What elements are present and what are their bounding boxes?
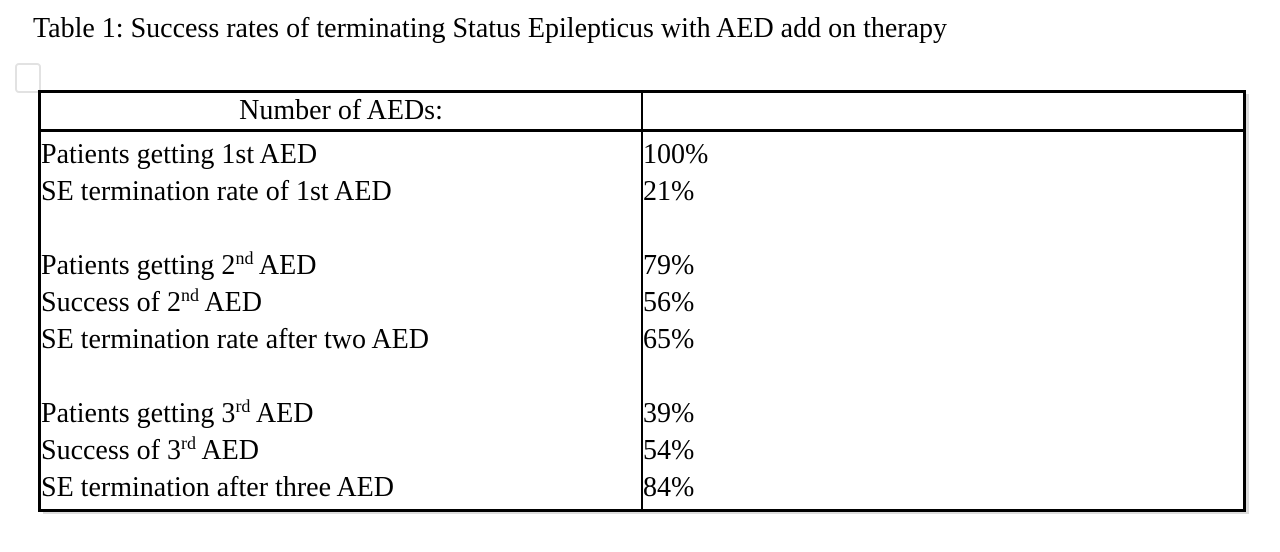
row-value: 65%: [643, 324, 695, 355]
object-anchor-marker: [15, 63, 41, 93]
header-cell-number-of-aeds: Number of AEDs:: [38, 90, 643, 132]
labels-column: Patients getting 1st AED SE termination …: [38, 129, 643, 512]
values-column: 100% 21% 79% 56% 65% 39% 54% 84%: [641, 129, 1246, 512]
table-header-row: Number of AEDs:: [38, 90, 1246, 132]
header-cell-empty: [641, 90, 1246, 132]
row-value: 79%: [643, 250, 695, 281]
table-body-row: Patients getting 1st AED SE termination …: [38, 129, 1246, 512]
row-value: 84%: [643, 472, 695, 503]
row-label: SE termination rate after two AED: [41, 321, 641, 358]
label-text: Patients getting 3: [41, 398, 236, 429]
ordinal-suffix: nd: [235, 248, 254, 268]
row-label-blank: [41, 210, 641, 247]
row-label: SE termination after three AED: [41, 469, 641, 506]
row-value: 100%: [643, 139, 709, 170]
row-value-blank: [643, 358, 1243, 395]
row-value: 54%: [643, 435, 695, 466]
row-label: Patients getting 3rd AED: [41, 395, 641, 432]
row-label-blank: [41, 358, 641, 395]
label-text: Success of 2: [41, 287, 181, 318]
row-value: 56%: [643, 287, 695, 318]
row-value-blank: [643, 210, 1243, 247]
ordinal-suffix: rd: [180, 433, 196, 453]
label-tail: AED: [253, 250, 317, 281]
label-tail: AED: [195, 435, 259, 466]
label-tail: AED: [250, 398, 314, 429]
label-text: SE termination after three AED: [41, 472, 394, 503]
row-label: Patients getting 1st AED: [41, 136, 641, 173]
table-caption: Table 1: Success rates of terminating St…: [33, 13, 948, 44]
row-value: 21%: [643, 176, 695, 207]
label-text: SE termination rate of 1st AED: [41, 176, 392, 207]
ordinal-suffix: nd: [180, 285, 199, 305]
label-tail: AED: [198, 287, 262, 318]
row-label: SE termination rate of 1st AED: [41, 173, 641, 210]
row-label: Success of 3rd AED: [41, 432, 641, 469]
label-text: Success of 3: [41, 435, 181, 466]
ordinal-suffix: rd: [235, 396, 251, 416]
label-text: Patients getting 2: [41, 250, 236, 281]
aed-success-table: Number of AEDs: Patients getting 1st AED…: [38, 90, 1246, 512]
row-value: 39%: [643, 398, 695, 429]
row-label: Patients getting 2nd AED: [41, 247, 641, 284]
label-text: Patients getting 1st AED: [41, 139, 318, 170]
row-label: Success of 2nd AED: [41, 284, 641, 321]
label-text: SE termination rate after two AED: [41, 324, 429, 355]
